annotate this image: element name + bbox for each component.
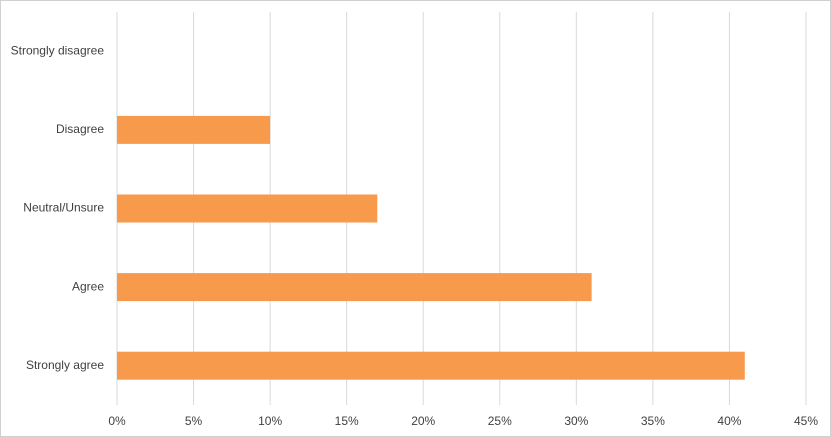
x-tick-label: 30%: [564, 414, 588, 428]
bar: [117, 273, 592, 302]
x-tick-label: 40%: [717, 414, 741, 428]
x-tick-label: 15%: [335, 414, 359, 428]
y-tick-label: Strongly disagree: [11, 43, 105, 57]
x-tick-label: 20%: [411, 414, 435, 428]
bar: [117, 115, 271, 144]
x-tick-label: 0%: [108, 414, 126, 428]
y-tick-label: Agree: [72, 279, 104, 293]
y-tick-label: Neutral/Unsure: [23, 201, 104, 215]
bar: [117, 194, 378, 223]
x-tick-label: 25%: [488, 414, 512, 428]
y-tick-label: Strongly agree: [26, 358, 104, 372]
x-tick-label: 10%: [258, 414, 282, 428]
bar: [117, 351, 745, 380]
x-tick-label: 35%: [641, 414, 665, 428]
x-tick-label: 45%: [794, 414, 818, 428]
y-tick-label: Disagree: [56, 122, 104, 136]
x-tick-label: 5%: [185, 414, 203, 428]
